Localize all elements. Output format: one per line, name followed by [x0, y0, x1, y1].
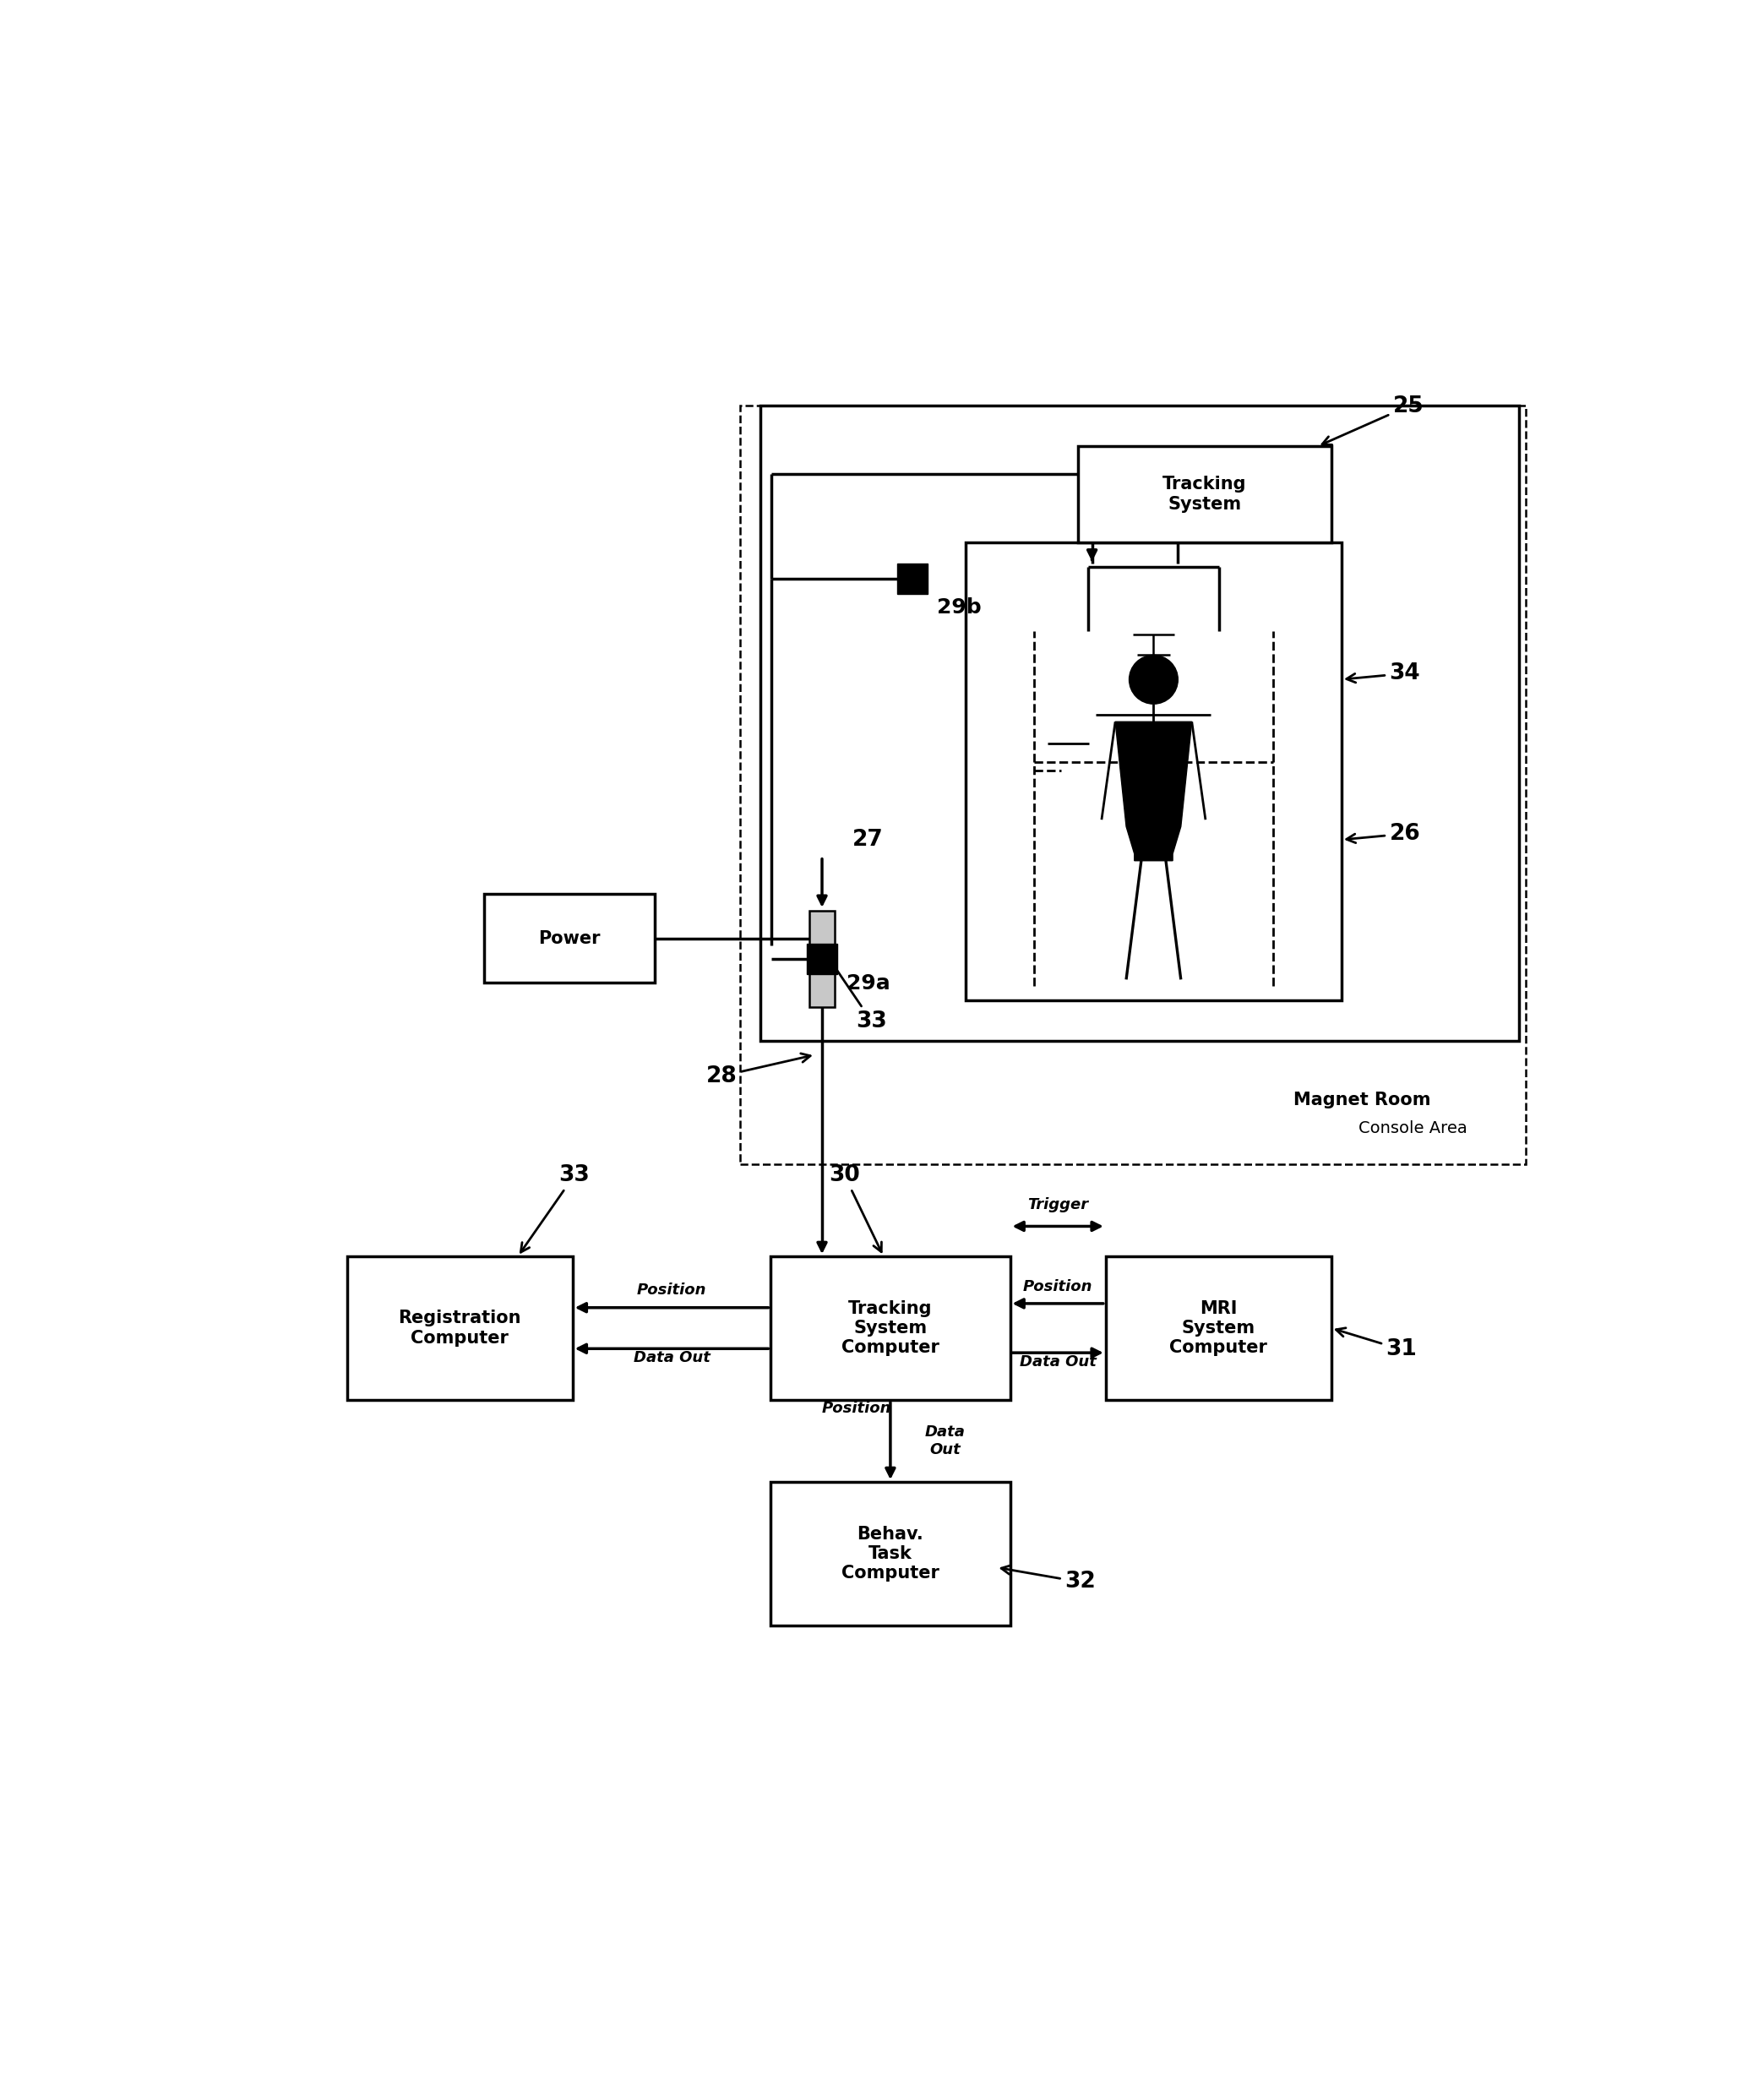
- Text: Position: Position: [637, 1282, 707, 1299]
- Text: Data Out: Data Out: [633, 1351, 711, 1365]
- Text: 29a: 29a: [847, 973, 891, 994]
- Text: 27: 27: [852, 828, 884, 851]
- Text: Trigger: Trigger: [1027, 1197, 1088, 1212]
- Bar: [806, 944, 838, 973]
- Bar: [741, 405, 1526, 1164]
- Text: Behav.
Task
Computer: Behav. Task Computer: [841, 1525, 938, 1581]
- Text: 29b: 29b: [937, 598, 981, 618]
- Bar: [348, 1255, 573, 1401]
- Bar: [771, 1255, 1011, 1401]
- Text: 33: 33: [520, 1164, 589, 1253]
- Bar: [483, 894, 654, 984]
- Text: 26: 26: [1346, 824, 1420, 845]
- Text: Position: Position: [1023, 1278, 1092, 1295]
- Text: MRI
System
Computer: MRI System Computer: [1170, 1301, 1267, 1357]
- Text: Registration
Computer: Registration Computer: [399, 1309, 520, 1347]
- Text: 32: 32: [1002, 1565, 1095, 1594]
- Bar: [1078, 446, 1332, 542]
- Text: Console Area: Console Area: [1358, 1120, 1468, 1137]
- Bar: [810, 911, 834, 1006]
- Text: Data Out: Data Out: [1020, 1355, 1095, 1370]
- Circle shape: [1129, 656, 1178, 703]
- Text: Tracking
System: Tracking System: [1162, 475, 1247, 513]
- Text: Magnet Room: Magnet Room: [1293, 1091, 1431, 1108]
- Text: 33: 33: [827, 957, 887, 1033]
- Text: Tracking
System
Computer: Tracking System Computer: [841, 1301, 938, 1357]
- Bar: [898, 564, 928, 593]
- Text: 31: 31: [1335, 1328, 1416, 1361]
- Text: Power: Power: [538, 930, 600, 946]
- Text: Data
Out: Data Out: [924, 1426, 965, 1457]
- Polygon shape: [1115, 722, 1192, 861]
- Text: 28: 28: [706, 1054, 810, 1087]
- Text: Position: Position: [822, 1401, 891, 1417]
- Text: 30: 30: [829, 1164, 882, 1251]
- Bar: [771, 1482, 1011, 1625]
- Bar: [760, 405, 1519, 1042]
- Text: 34: 34: [1346, 662, 1420, 685]
- Text: 25: 25: [1323, 394, 1424, 444]
- Bar: [965, 542, 1342, 1000]
- Bar: [1106, 1255, 1332, 1401]
